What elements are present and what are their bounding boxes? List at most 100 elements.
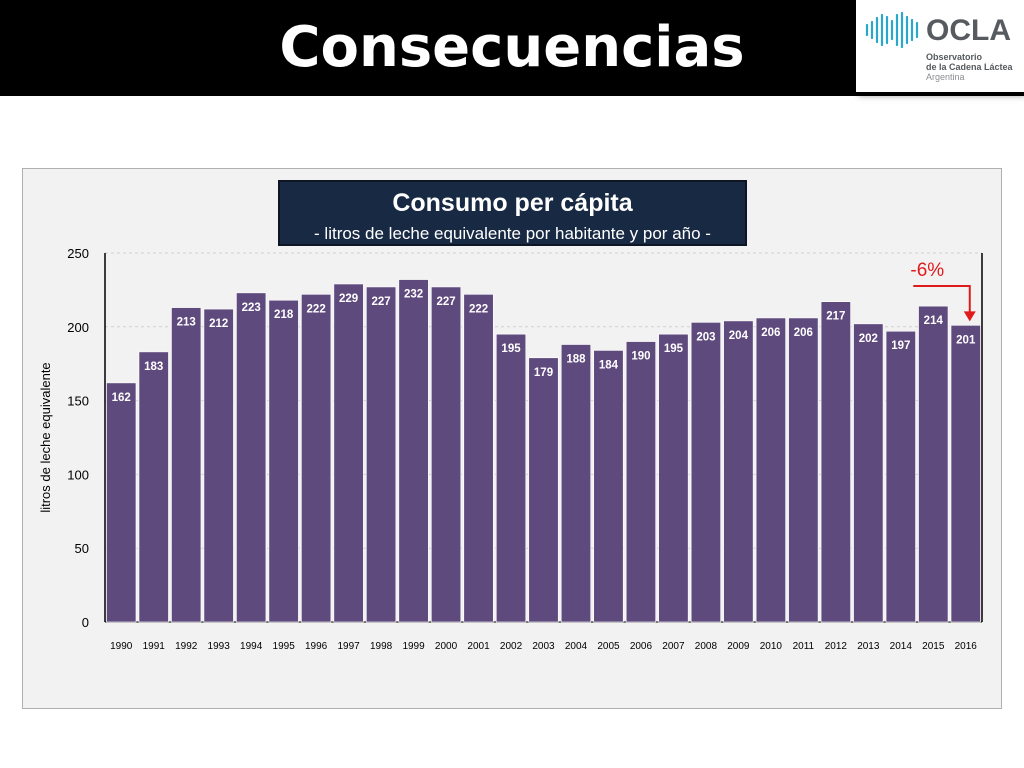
bar-value-label: 183: [144, 361, 163, 373]
x-tick-label: 2006: [630, 641, 653, 652]
ocla-wave-icon: [865, 12, 919, 48]
x-tick-label: 2013: [857, 641, 880, 652]
bar: [593, 350, 624, 623]
x-tick-label: 1992: [175, 641, 198, 652]
bar-value-label: 218: [274, 309, 294, 321]
x-tick-label: 1999: [402, 641, 425, 652]
y-tick-label: 100: [67, 467, 89, 482]
bar: [820, 301, 851, 623]
title-bar: [0, 0, 1024, 96]
bar-value-label: 222: [469, 303, 488, 315]
bar: [885, 330, 916, 623]
x-tick-label: 2007: [662, 641, 685, 652]
x-tick-label: 2003: [532, 641, 555, 652]
y-tick-label: 200: [67, 320, 89, 335]
bar-value-label: 184: [599, 359, 619, 371]
x-tick-label: 2009: [727, 641, 750, 652]
bar-value-label: 227: [371, 296, 390, 308]
bar-value-label: 202: [859, 333, 878, 345]
chart-subtitle: - litros de leche equivalente por habita…: [314, 224, 711, 243]
x-tick-label: 2000: [435, 641, 458, 652]
bar-value-label: 223: [242, 302, 261, 314]
bar: [528, 357, 559, 623]
bar: [658, 333, 689, 623]
x-tick-label: 2005: [597, 641, 620, 652]
logo-line-2: de la Cadena Láctea: [926, 62, 1013, 72]
x-tick-label: 1998: [370, 641, 393, 652]
slide-title: Consecuencias: [279, 15, 745, 80]
x-tick-label: 2011: [793, 641, 815, 652]
bar-value-label: 206: [794, 327, 813, 339]
bar: [106, 382, 137, 623]
bar: [625, 341, 656, 623]
bar-value-label: 227: [436, 296, 455, 308]
bar-value-label: 162: [112, 392, 131, 404]
bar: [560, 344, 592, 623]
bar: [755, 317, 786, 623]
bar-value-label: 206: [761, 327, 780, 339]
x-tick-label: 1993: [208, 641, 231, 652]
chart-title-box: Consumo per cápita - litros de leche equ…: [278, 180, 747, 246]
bar-value-label: 195: [664, 343, 684, 355]
bar: [788, 317, 819, 623]
bar: [495, 333, 527, 623]
bar: [301, 294, 332, 623]
bar-value-label: 204: [729, 330, 749, 342]
y-tick-label: 50: [75, 541, 89, 556]
bar-value-label: 217: [826, 311, 845, 323]
y-tick-label: 150: [67, 394, 89, 409]
x-tick-label: 2010: [760, 641, 783, 652]
bar: [236, 292, 267, 623]
bar: [463, 294, 494, 623]
bar-value-label: 232: [404, 289, 423, 301]
x-tick-label: 2015: [922, 641, 945, 652]
bar-value-label: 213: [177, 317, 196, 329]
bar-value-label: 197: [891, 340, 910, 352]
y-tick-label: 250: [67, 246, 89, 261]
bar: [171, 307, 202, 623]
bar-value-label: 222: [307, 303, 326, 315]
x-tick-label: 1996: [305, 641, 328, 652]
annotation-arrow-line: [913, 285, 971, 314]
bar: [723, 320, 754, 623]
y-tick-label: 0: [82, 615, 89, 630]
bar-value-label: 179: [534, 367, 553, 379]
logo-line-3: Argentina: [926, 72, 965, 82]
x-tick-label: 2014: [890, 641, 913, 652]
bar-value-label: 229: [339, 293, 358, 305]
bar-value-label: 195: [501, 343, 521, 355]
y-axis-label: litros de leche equivalente: [38, 362, 53, 512]
bar: [431, 286, 462, 623]
x-tick-label: 2004: [565, 641, 588, 652]
x-tick-label: 1997: [337, 641, 360, 652]
x-tick-label: 2016: [955, 641, 978, 652]
x-tick-label: 1994: [240, 641, 263, 652]
x-tick-label: 1991: [143, 641, 166, 652]
bar: [853, 323, 884, 623]
bar: [950, 325, 981, 623]
x-tick-label: 2012: [825, 641, 848, 652]
annotation-arrow-head: [963, 311, 976, 322]
bar-value-label: 212: [209, 318, 228, 330]
x-tick-label: 2002: [500, 641, 523, 652]
bar: [918, 305, 949, 623]
chart-title: Consumo per cápita: [392, 189, 633, 217]
x-tick-label: 2001: [467, 641, 490, 652]
logo-subtitle: Observatorio de la Cadena Láctea Argenti…: [926, 52, 1013, 82]
bar: [690, 322, 721, 623]
bar: [398, 279, 429, 623]
logo-name: OCLA: [926, 14, 1011, 47]
logo-line-1: Observatorio: [926, 52, 983, 62]
bar: [268, 299, 299, 623]
x-tick-label: 2008: [695, 641, 718, 652]
bar-value-label: 214: [924, 315, 944, 327]
bar: [203, 308, 234, 623]
bar-value-label: 190: [631, 351, 650, 363]
bar: [138, 351, 169, 623]
bar-value-label: 188: [566, 354, 586, 366]
x-tick-label: 1995: [273, 641, 296, 652]
bar-value-label: 201: [956, 334, 976, 346]
bar: [366, 286, 397, 623]
annotation-label: -6%: [910, 260, 944, 281]
